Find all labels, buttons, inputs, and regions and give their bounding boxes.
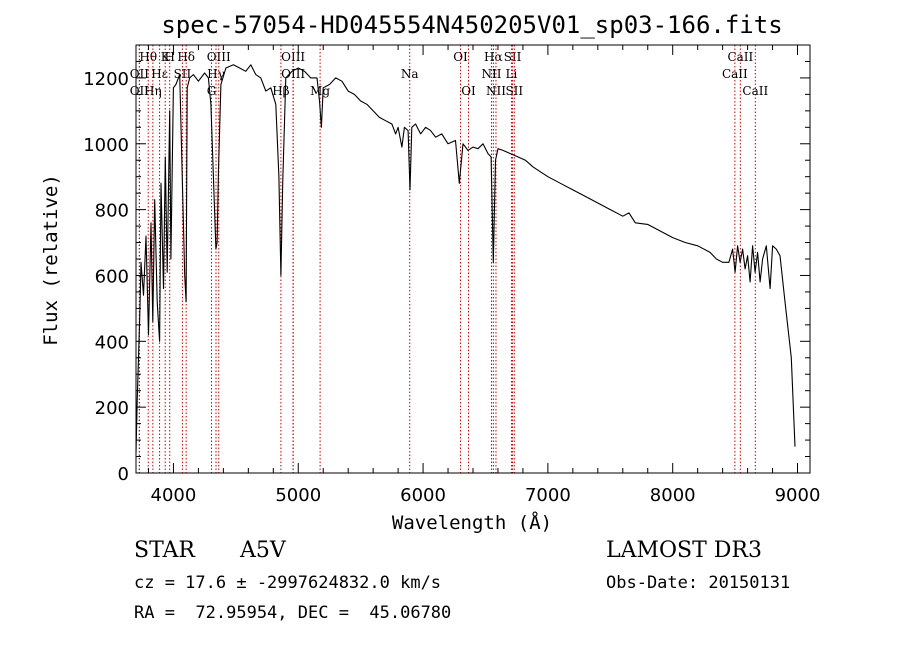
object-type: STAR [134, 538, 195, 563]
line-label-SII: SII [174, 67, 192, 81]
plot-frame [135, 44, 811, 474]
y-tick-label: 0 [118, 464, 129, 485]
line-label-K: K [161, 50, 171, 64]
line-label-G: G [207, 84, 217, 98]
redshift-cz: cz = 17.6 ± -2997624832.0 km/s [134, 573, 442, 593]
line-label-SII: SII [504, 50, 522, 64]
line-label-SII: SII [505, 84, 523, 98]
line-label-Hδ: Hδ [177, 50, 195, 64]
x-tick-label: 4000 [151, 485, 197, 506]
survey-name: LAMOST DR3 [606, 538, 762, 563]
line-label-CaII: CaII [742, 84, 768, 98]
line-label-OI: OI [453, 50, 468, 64]
observation-date: Obs-Date: 20150131 [606, 573, 791, 593]
y-tick-label: 400 [95, 332, 129, 353]
y-axis-label: Flux (relative) [40, 174, 62, 346]
y-tick-label: 200 [95, 398, 129, 419]
line-label-CaII: CaII [722, 67, 748, 81]
line-label-Mg: Mg [310, 84, 330, 98]
line-label-Hβ: Hβ [272, 84, 289, 98]
x-tick-label: 5000 [275, 485, 321, 506]
line-label-NII: NII [486, 84, 506, 98]
line-label-NII: NII [481, 67, 501, 81]
x-tick-label: 9000 [775, 485, 821, 506]
line-label-OI: OI [461, 84, 476, 98]
x-tick-label: 8000 [650, 485, 696, 506]
y-tick-label: 1200 [83, 69, 129, 90]
y-tick-label: 600 [95, 266, 129, 287]
line-label-OIII: OIII [207, 50, 231, 64]
line-label-OII: OII [130, 84, 150, 98]
line-label-Hε: Hε [151, 67, 168, 81]
line-label-Hη: Hη [144, 84, 162, 98]
line-label-Na: Na [401, 67, 419, 81]
line-label-Hα: Hα [484, 50, 503, 64]
line-label-Li: Li [506, 67, 518, 81]
line-label-H: H [164, 50, 174, 64]
ra-dec-coordinates: RA = 72.95954, DEC = 45.06780 [134, 603, 452, 623]
y-tick-label: 800 [95, 201, 129, 222]
x-tick-label: 7000 [525, 485, 571, 506]
spectral-subclass: A5V [240, 538, 286, 563]
x-axis-label: Wavelength (Å) [392, 511, 552, 534]
line-label-OIII: OIII [281, 67, 305, 81]
x-tick-label: 6000 [400, 485, 446, 506]
chart-title: spec-57054-HD045554N450205V01_sp03-166.f… [161, 11, 782, 39]
spectrum-line [135, 64, 796, 454]
axis-ticks: 4000 5000 6000 7000 8000 9000 0 200 400 600 800 100… [83, 44, 821, 506]
y-tick-label: 1000 [83, 135, 129, 156]
spectrum-series [135, 64, 796, 454]
line-label-Hθ: Hθ [139, 50, 157, 64]
line-label-CaII: CaII [727, 50, 753, 64]
